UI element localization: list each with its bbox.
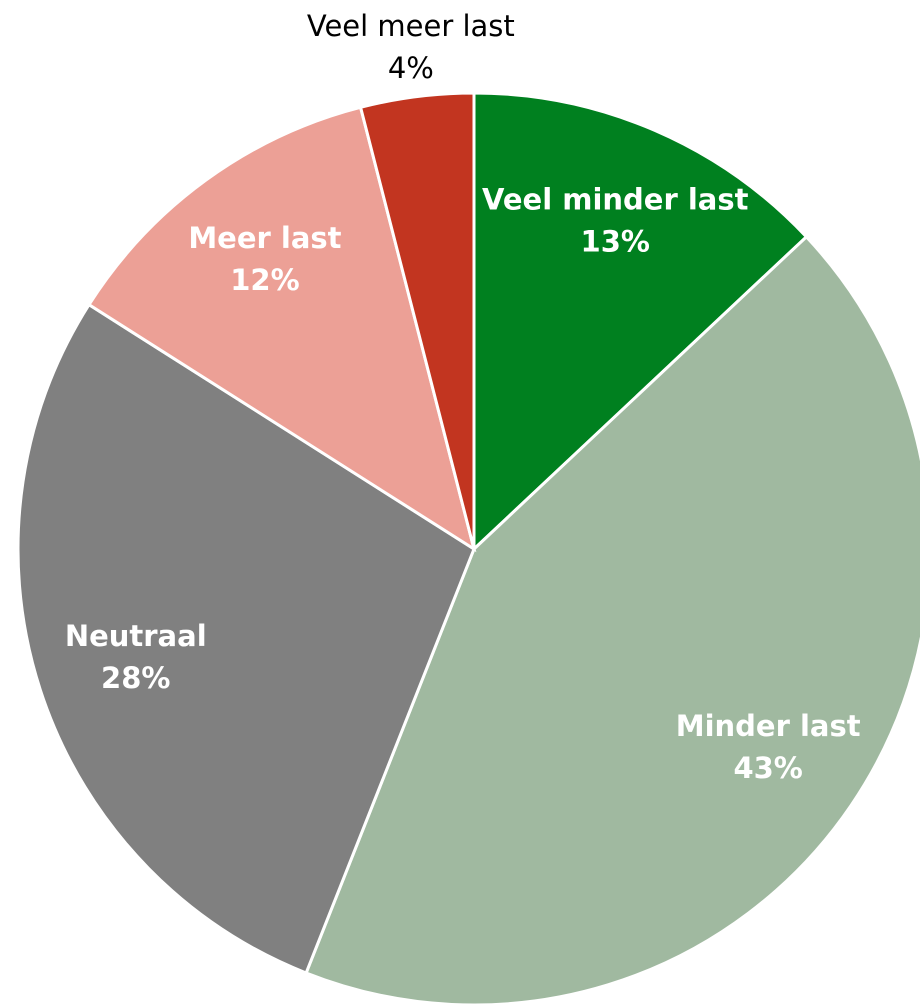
- slice-value-label: 4%: [388, 51, 434, 85]
- slice-label: Minder last: [676, 709, 861, 743]
- slice-label: Veel minder last: [482, 183, 749, 217]
- pie-slice: [304, 234, 920, 1004]
- slice-label: Meer last: [188, 221, 341, 255]
- slice-value-label: 13%: [581, 225, 650, 259]
- slice-value-label: 28%: [101, 661, 170, 695]
- slice-value-label: 12%: [230, 263, 299, 297]
- slice-label: Veel meer last: [307, 9, 515, 43]
- pie-slice: [472, 91, 809, 553]
- pie-slice: [358, 91, 476, 550]
- pie-slice: [86, 105, 477, 553]
- pie-slice: [16, 302, 476, 975]
- slice-label: Neutraal: [65, 619, 207, 653]
- slice-value-label: 43%: [733, 751, 802, 785]
